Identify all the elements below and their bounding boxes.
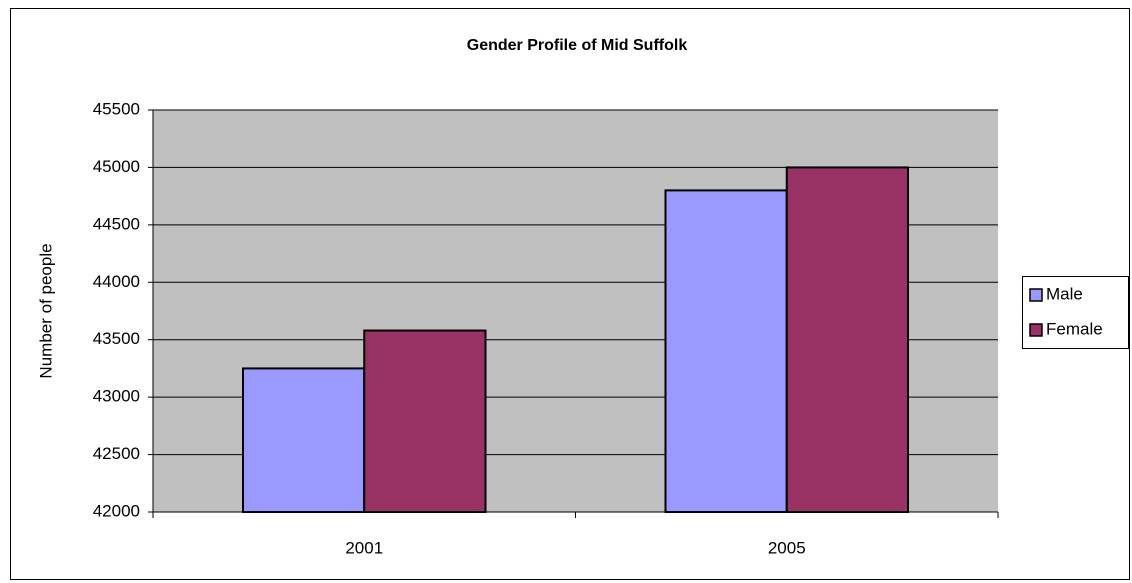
y-tick-label: 44500 <box>93 214 140 233</box>
bar <box>363 329 487 514</box>
legend-swatch <box>1029 288 1043 302</box>
legend-label: Male <box>1046 284 1083 303</box>
chart-title: Gender Profile of Mid Suffolk <box>467 37 688 54</box>
legend-label: Female <box>1046 319 1103 338</box>
bar <box>664 189 788 513</box>
y-tick-label: 43500 <box>93 329 140 348</box>
x-tick-label: 2005 <box>768 538 806 557</box>
y-tick-label: 43000 <box>93 387 140 406</box>
legend-swatch <box>1029 323 1043 337</box>
y-tick-label: 42000 <box>93 501 140 520</box>
y-tick-label: 44000 <box>93 272 140 291</box>
bar <box>785 166 910 514</box>
y-tick-label: 45000 <box>93 157 140 176</box>
y-tick-label: 45500 <box>93 99 140 118</box>
x-tick-label: 2001 <box>345 538 383 557</box>
y-axis-label: Number of people <box>36 243 55 378</box>
bar <box>241 367 366 513</box>
y-tick-label: 42500 <box>93 444 140 463</box>
